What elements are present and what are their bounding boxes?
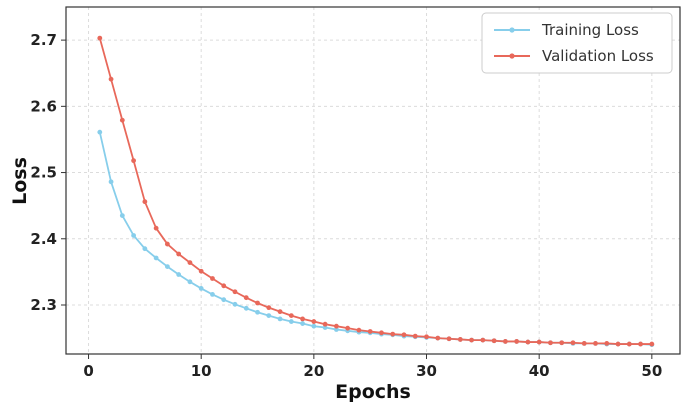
data-point-validation-loss <box>164 241 170 247</box>
data-point-validation-loss <box>322 321 328 327</box>
data-point-validation-loss <box>457 337 463 342</box>
data-point-training-loss <box>176 272 182 277</box>
data-point-validation-loss <box>401 332 407 338</box>
data-point-training-loss <box>119 213 125 218</box>
data-point-validation-loss <box>514 339 520 344</box>
data-point-training-loss <box>108 179 114 185</box>
data-point-validation-loss <box>480 337 486 343</box>
x-tick-label: 30 <box>416 362 437 380</box>
data-point-validation-loss <box>187 260 193 266</box>
data-point-validation-loss <box>367 329 373 334</box>
data-point-validation-loss <box>502 339 508 344</box>
data-point-validation-loss <box>548 340 553 346</box>
data-point-validation-loss <box>266 305 272 311</box>
x-tick-label: 10 <box>191 362 212 380</box>
series-validation-loss <box>97 35 655 347</box>
legend-marker-training <box>509 27 515 33</box>
data-point-training-loss <box>221 297 227 303</box>
data-point-validation-loss <box>604 341 610 346</box>
legend-label-validation: Validation Loss <box>542 47 654 65</box>
data-point-validation-loss <box>570 340 576 346</box>
data-point-validation-loss <box>97 35 103 41</box>
y-tick-label: 2.6 <box>30 97 57 115</box>
data-point-validation-loss <box>345 325 351 331</box>
data-point-training-loss <box>131 233 136 238</box>
legend: Training Loss Validation Loss <box>481 12 673 74</box>
data-point-validation-loss <box>649 341 655 347</box>
data-point-training-loss <box>266 313 272 318</box>
x-tick-label: 50 <box>641 362 662 380</box>
data-point-validation-loss <box>288 313 294 318</box>
data-point-validation-loss <box>277 309 283 315</box>
data-point-validation-loss <box>311 319 317 324</box>
data-point-validation-loss <box>581 341 587 346</box>
data-point-validation-loss <box>119 117 125 123</box>
data-point-training-loss <box>311 323 317 329</box>
x-tick-label: 40 <box>529 362 550 380</box>
legend-label-training: Training Loss <box>541 21 639 39</box>
data-point-training-loss <box>243 305 249 311</box>
plot-frame <box>65 6 681 355</box>
data-point-validation-loss <box>469 337 474 343</box>
data-point-training-loss <box>187 279 193 285</box>
data-point-training-loss <box>164 264 170 269</box>
data-point-training-loss <box>142 246 148 252</box>
data-point-validation-loss <box>333 323 339 329</box>
data-point-validation-loss <box>356 327 362 333</box>
data-point-training-loss <box>333 327 339 332</box>
data-point-training-loss <box>97 129 103 135</box>
data-point-validation-loss <box>424 334 429 340</box>
data-point-validation-loss <box>446 336 452 342</box>
data-point-validation-loss <box>390 331 396 337</box>
data-point-validation-loss <box>638 341 643 347</box>
data-point-validation-loss <box>210 276 215 281</box>
data-point-validation-loss <box>379 330 384 336</box>
data-point-validation-loss <box>491 338 497 344</box>
data-point-training-loss <box>255 309 260 315</box>
data-point-training-loss <box>232 301 238 307</box>
data-point-validation-loss <box>626 341 632 347</box>
data-point-training-loss <box>288 319 294 324</box>
data-point-validation-loss <box>559 340 565 346</box>
data-point-validation-loss <box>593 341 598 346</box>
y-axis-label: Loss <box>9 157 31 205</box>
y-tick-label: 2.4 <box>30 230 57 248</box>
data-point-training-loss <box>153 255 159 261</box>
data-point-validation-loss <box>255 300 260 306</box>
data-point-training-loss <box>210 292 215 297</box>
data-point-validation-loss <box>525 339 531 345</box>
data-point-validation-loss <box>131 158 136 164</box>
x-axis-ticks: 0 10 20 30 40 50 <box>83 354 662 380</box>
data-point-training-loss <box>198 286 204 291</box>
data-point-validation-loss <box>412 333 418 339</box>
data-point-validation-loss <box>176 251 182 257</box>
data-point-validation-loss <box>221 283 227 289</box>
legend-entry-validation: Validation Loss <box>494 47 654 65</box>
y-tick-label: 2.7 <box>30 31 57 49</box>
x-axis-label: Epochs <box>335 381 411 403</box>
data-point-validation-loss <box>435 335 441 341</box>
legend-marker-validation <box>509 53 515 59</box>
data-point-training-loss <box>322 325 328 330</box>
series-layer <box>97 35 655 348</box>
data-point-validation-loss <box>108 76 114 82</box>
y-tick-label: 2.3 <box>30 296 57 314</box>
x-tick-label: 20 <box>303 362 324 380</box>
y-tick-label: 2.5 <box>30 164 57 182</box>
data-point-validation-loss <box>243 295 249 301</box>
data-point-training-loss <box>300 321 305 326</box>
data-point-validation-loss <box>153 225 159 231</box>
x-tick-label: 0 <box>83 362 93 380</box>
y-axis-ticks: 2.3 2.4 2.5 2.6 2.7 <box>30 31 66 314</box>
legend-box <box>481 12 673 74</box>
data-point-validation-loss <box>615 341 621 347</box>
data-point-validation-loss <box>232 289 238 295</box>
data-point-validation-loss <box>142 199 148 205</box>
data-point-training-loss <box>277 316 283 322</box>
legend-entry-training: Training Loss <box>494 21 639 39</box>
data-point-validation-loss <box>198 268 204 274</box>
data-point-validation-loss <box>536 339 542 345</box>
data-point-validation-loss <box>300 316 305 322</box>
